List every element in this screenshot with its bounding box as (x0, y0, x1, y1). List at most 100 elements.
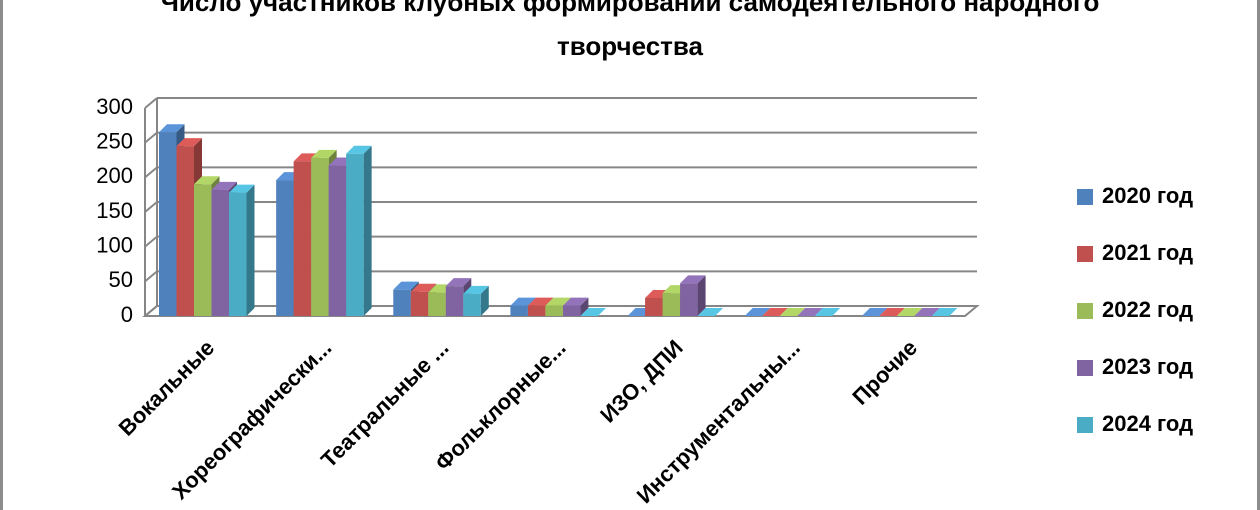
bar-top (393, 281, 419, 290)
bar-top (211, 181, 237, 190)
x-tick-label: Прочие (847, 335, 922, 410)
bar (914, 308, 940, 316)
y-tick-label: 0 (121, 302, 133, 327)
bar-front (445, 286, 464, 316)
bar-front (680, 283, 698, 316)
grid-tick (144, 305, 158, 317)
chart-title: Число участников клубных формирований са… (160, 0, 1100, 61)
y-tick-label: 100 (96, 232, 133, 257)
bar-side (480, 285, 489, 316)
bar-top (445, 278, 472, 287)
y-tick-label: 300 (96, 94, 133, 119)
y-tick-label: 50 (109, 267, 133, 292)
bar (896, 308, 923, 316)
bar-front (211, 189, 229, 316)
bar-front (311, 157, 329, 316)
y-tick-label: 200 (96, 163, 133, 188)
bar (229, 184, 255, 316)
bar (580, 308, 606, 316)
x-tick-label: ИЗО, ДПИ (595, 335, 688, 428)
bar (562, 297, 589, 316)
bar (931, 308, 958, 316)
bar-top (410, 283, 437, 292)
bar-top (527, 297, 554, 306)
bar-top (779, 308, 806, 316)
bar-front (328, 165, 347, 316)
legend-swatch (1077, 189, 1093, 205)
x-tick-label: Вокальные (114, 335, 220, 441)
bar (861, 308, 888, 316)
x-tick-label: Фольклорные... (430, 335, 570, 475)
bar-top (463, 285, 489, 294)
bar-front (159, 132, 177, 316)
bar-side (246, 184, 255, 316)
legend-swatch (1077, 360, 1093, 376)
bar (697, 308, 724, 316)
bar-front (645, 297, 663, 316)
legend-label: 2020 год (1102, 183, 1193, 208)
legend-swatch (1077, 246, 1093, 262)
bar (463, 285, 489, 316)
bar-top (896, 308, 923, 316)
bar-front (293, 161, 312, 316)
bar-top (510, 297, 536, 306)
bar-top (931, 308, 958, 316)
bar-front (545, 305, 563, 316)
bar (680, 275, 706, 316)
bar-top (914, 308, 940, 316)
grid-tick (144, 166, 158, 179)
bar-top (680, 275, 706, 284)
bar-top (580, 308, 606, 316)
bar-top (346, 145, 372, 154)
bar-top (744, 308, 771, 316)
bar (744, 308, 771, 316)
bar-front (194, 184, 212, 316)
legend-label: 2023 год (1102, 354, 1193, 379)
bar-top (797, 308, 823, 316)
bar-front (410, 291, 429, 316)
legend-label: 2021 год (1102, 240, 1193, 265)
bar-top (879, 308, 905, 316)
legend-label: 2022 год (1102, 297, 1193, 322)
bar-top (562, 297, 589, 306)
bar-top (176, 138, 202, 147)
grid-tick (144, 270, 158, 283)
bar-front (346, 153, 364, 316)
grid-tick (144, 97, 158, 109)
y-tick-label: 150 (96, 198, 133, 223)
bar-side (363, 145, 372, 316)
bar-top (762, 308, 788, 316)
bar-side (697, 275, 706, 316)
bar (879, 308, 905, 316)
grid-tick (144, 201, 158, 213)
grid-tick (144, 235, 158, 248)
bar (779, 308, 806, 316)
bar (797, 308, 823, 316)
legend-label: 2024 год (1102, 411, 1193, 436)
bar-front (463, 293, 481, 316)
bar (762, 308, 788, 316)
x-tick-label: Театральные ... (316, 335, 454, 473)
bar-front (276, 180, 294, 316)
bar-front (428, 292, 446, 316)
legend-swatch (1077, 417, 1093, 433)
bar-top (159, 124, 185, 133)
bar (814, 308, 841, 316)
bar-top (311, 149, 337, 158)
bar-top (697, 308, 724, 316)
bar-front (527, 305, 546, 316)
y-tick-label: 250 (96, 128, 133, 153)
bar-front (510, 305, 528, 316)
legend-swatch (1077, 303, 1093, 319)
grid-tick (144, 131, 158, 144)
bar-top (545, 297, 571, 306)
bar (346, 145, 372, 316)
bar-top (861, 308, 888, 316)
bar-front (562, 305, 581, 316)
bar-top (229, 184, 255, 193)
bar-front (662, 293, 681, 316)
bar-top (194, 176, 220, 185)
